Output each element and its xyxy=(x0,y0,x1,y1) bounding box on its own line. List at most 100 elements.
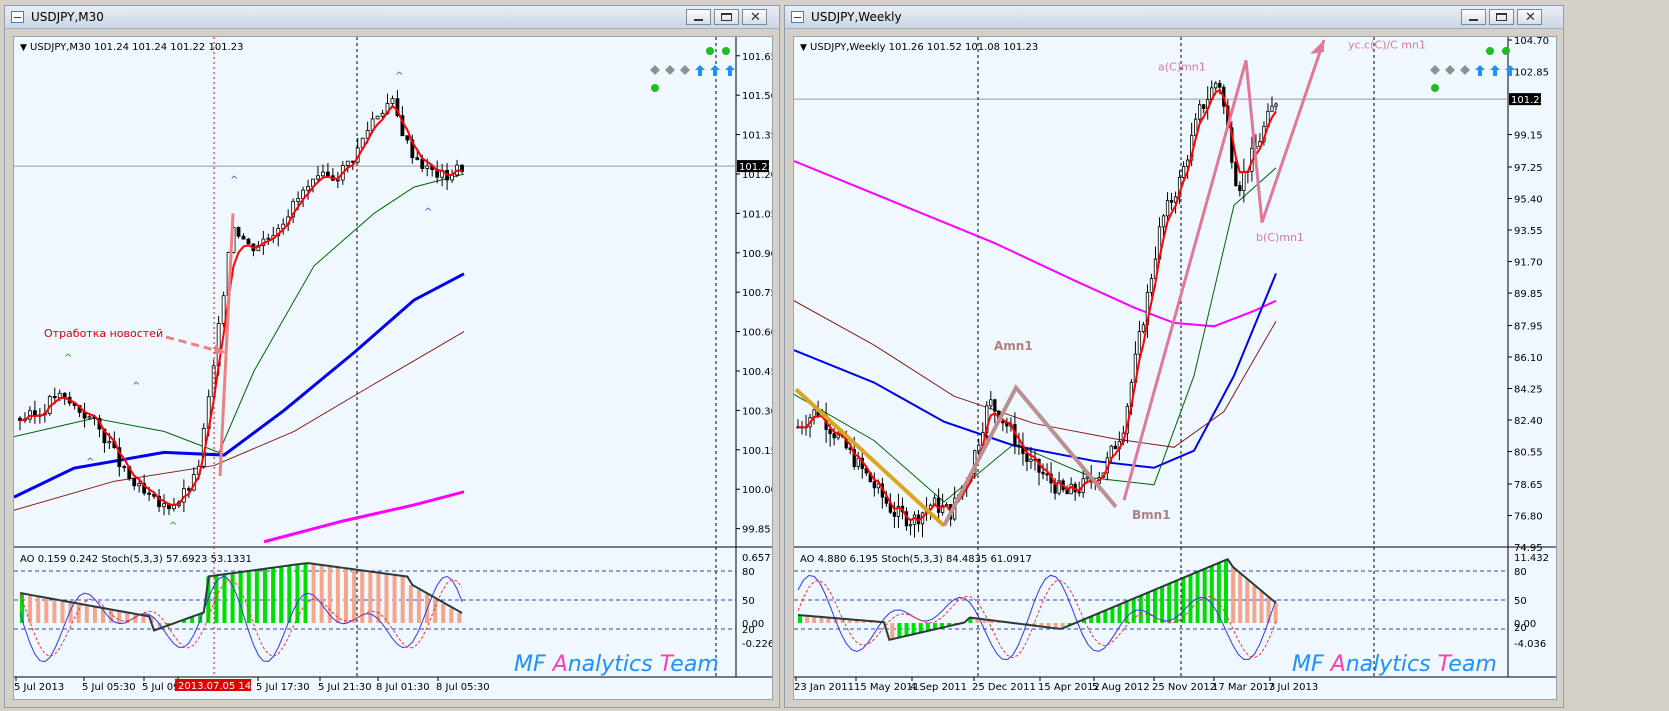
window-titlebar[interactable]: USDJPY,M30 ✕ xyxy=(5,6,779,29)
close-button[interactable]: ✕ xyxy=(1517,9,1542,25)
candle xyxy=(335,179,340,182)
candle xyxy=(912,514,917,525)
stochastic-signal-line xyxy=(797,579,1277,659)
candle xyxy=(241,235,246,240)
price-tick-label: 99.85 xyxy=(742,525,771,536)
ao-bar xyxy=(76,603,81,623)
ao-bar xyxy=(352,569,357,623)
close-button[interactable]: ✕ xyxy=(742,9,767,25)
fractal-arrow-icon: ^ xyxy=(230,175,238,186)
chart-plot-area[interactable]: ▼ USDJPY,Weekly 101.26 101.52 101.08 101.… xyxy=(793,36,1557,700)
window-titlebar[interactable]: USDJPY,Weekly ✕ xyxy=(785,6,1563,29)
ao-bar xyxy=(1174,580,1179,623)
indicator-tick-label: 80 xyxy=(1514,567,1527,578)
indicator-tick-label: 20 xyxy=(1514,623,1527,634)
diamond-icon xyxy=(665,65,675,75)
candle xyxy=(1141,324,1146,333)
impulse-line xyxy=(218,213,235,477)
candle xyxy=(828,429,832,435)
ao-bar xyxy=(392,575,397,623)
ao-bar xyxy=(376,572,381,623)
candle xyxy=(977,444,981,452)
ao-bar xyxy=(861,620,866,623)
watermark-part: MF xyxy=(514,652,553,677)
time-tick-label: 5 Jul 05:30 xyxy=(82,682,136,693)
time-tick-label: 25 Nov 2012 xyxy=(1152,682,1216,693)
time-tick-label: 25 Dec 2011 xyxy=(972,682,1036,693)
price-tick-label: 84.25 xyxy=(1514,385,1543,396)
fractal-arrow-icon: ^ xyxy=(86,457,94,468)
ao-bar xyxy=(157,623,162,629)
wave-arrow-head xyxy=(1310,40,1324,54)
ao-bar xyxy=(883,622,888,623)
ao-bar xyxy=(28,594,33,623)
price-tick-label: 89.85 xyxy=(1514,289,1543,300)
candle xyxy=(1085,476,1089,480)
candle xyxy=(62,392,67,398)
ao-bar xyxy=(1110,607,1115,623)
candle xyxy=(395,98,400,117)
wave-line-ab xyxy=(942,384,1118,527)
time-tick-label: 8 Jul 05:30 xyxy=(436,682,490,693)
candle xyxy=(1214,82,1218,89)
minimize-button[interactable] xyxy=(686,9,711,25)
candle xyxy=(57,392,62,399)
price-tick-label: 101.35 xyxy=(742,131,772,142)
price-tick-label: 100.00 xyxy=(742,485,772,496)
stochastic-signal-line xyxy=(19,579,463,657)
ao-bar xyxy=(982,619,987,623)
chart-window-m30[interactable]: USDJPY,M30 ✕ ▼ USDJPY,M30 101.24 101.24 1… xyxy=(4,5,780,708)
weekly-chart-svg[interactable]: ▼ USDJPY,Weekly 101.26 101.52 101.08 101.… xyxy=(794,37,1556,699)
fractal-arrow-icon: ^ xyxy=(132,381,140,392)
wave-line-c xyxy=(1122,39,1326,501)
ao-bar xyxy=(1096,613,1101,623)
candle xyxy=(306,186,310,191)
chart-window-weekly[interactable]: USDJPY,Weekly ✕ ▼ USDJPY,Weekly 101.26 10… xyxy=(784,5,1564,708)
ao-bar xyxy=(279,566,284,623)
ao-bar xyxy=(819,616,824,623)
watermark-part: A xyxy=(551,652,568,677)
ao-bar xyxy=(918,623,923,633)
ao-bar xyxy=(1053,623,1058,629)
fractal-arrow-icon: ^ xyxy=(169,521,177,532)
diamond-icon xyxy=(650,65,660,75)
candle xyxy=(993,399,997,412)
current-price-label: 101.23 xyxy=(1511,95,1546,106)
ao-bar xyxy=(117,610,122,623)
moving-average-line xyxy=(794,160,1277,328)
ao-bar xyxy=(940,623,944,628)
chart-plot-area[interactable]: ▼ USDJPY,M30 101.24 101.24 101.22 101.23 A… xyxy=(13,36,773,700)
candle xyxy=(908,524,913,527)
candle xyxy=(117,447,122,468)
moving-average-line xyxy=(14,173,465,454)
candle xyxy=(425,165,430,169)
minimize-button[interactable] xyxy=(1461,9,1486,25)
wave-label-amn1: Amn1 xyxy=(994,339,1033,353)
candle xyxy=(102,428,107,444)
moving-average-line xyxy=(14,331,465,511)
ao-bar xyxy=(947,623,952,627)
candle xyxy=(1202,104,1206,109)
ao-bar xyxy=(246,570,251,623)
ao-bar xyxy=(433,599,438,623)
indicator-tick-label: 80 xyxy=(742,567,755,578)
fractal-arrow-icon: ^ xyxy=(395,71,403,82)
ao-bar xyxy=(182,619,186,623)
m30-chart-svg[interactable]: ▼ USDJPY,M30 101.24 101.24 101.22 101.23 A… xyxy=(14,37,772,699)
ao-bar xyxy=(416,589,421,623)
arrow-up-icon xyxy=(725,65,735,76)
maximize-button[interactable] xyxy=(1489,9,1514,25)
ao-bar xyxy=(1039,623,1044,627)
price-tick-label: 74.95 xyxy=(1514,543,1543,554)
price-tick-label: 101.05 xyxy=(742,209,772,220)
annotation-arrow-line xyxy=(165,335,223,354)
watermark-part: nalytics xyxy=(1346,652,1438,677)
ao-bar xyxy=(1266,597,1271,623)
candle xyxy=(1242,171,1246,192)
time-tick-label: 2013.07.05 14:30 xyxy=(178,681,267,692)
candle xyxy=(52,396,57,399)
annotation-label: Отработка новостей xyxy=(44,327,163,340)
ao-bar xyxy=(1124,601,1129,623)
maximize-button[interactable] xyxy=(714,9,739,25)
candle xyxy=(390,98,395,104)
